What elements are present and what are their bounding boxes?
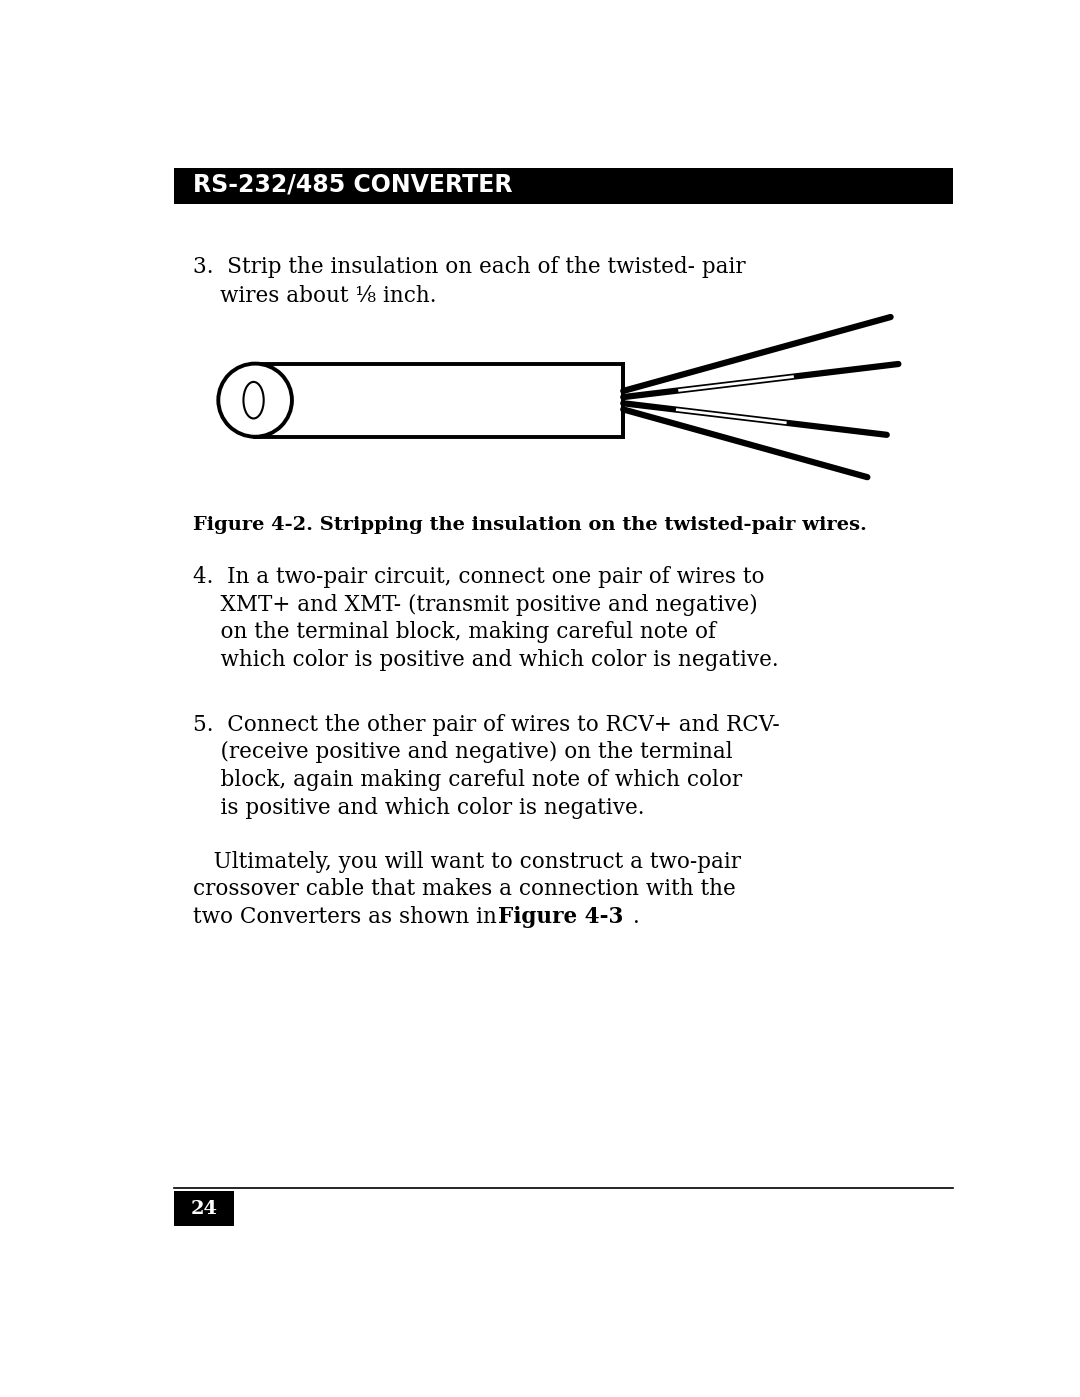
Text: wires about ¹⁄₈ inch.: wires about ¹⁄₈ inch. — [220, 285, 436, 307]
Ellipse shape — [218, 363, 292, 437]
Text: RS-232/485 CONVERTER: RS-232/485 CONVERTER — [193, 173, 513, 197]
Text: is positive and which color is negative.: is positive and which color is negative. — [193, 796, 645, 819]
Text: 4.  In a two-pair circuit, connect one pair of wires to: 4. In a two-pair circuit, connect one pa… — [193, 566, 765, 588]
Ellipse shape — [243, 381, 264, 419]
Text: Figure 4-2. Stripping the insulation on the twisted-pair wires.: Figure 4-2. Stripping the insulation on … — [193, 515, 867, 534]
Bar — [174, 1192, 234, 1227]
Text: 5.  Connect the other pair of wires to RCV+ and RCV-: 5. Connect the other pair of wires to RC… — [193, 714, 780, 736]
Text: 3.  Strip the insulation on each of the twisted- pair: 3. Strip the insulation on each of the t… — [193, 256, 746, 278]
Text: on the terminal block, making careful note of: on the terminal block, making careful no… — [193, 622, 716, 643]
Text: block, again making careful note of which color: block, again making careful note of whic… — [193, 768, 742, 791]
Text: .: . — [633, 907, 639, 928]
Bar — [255, 363, 623, 437]
Text: two Converters as shown in: two Converters as shown in — [193, 907, 504, 928]
Bar — [174, 165, 953, 204]
Text: which color is positive and which color is negative.: which color is positive and which color … — [193, 648, 779, 671]
Text: Figure 4-3: Figure 4-3 — [498, 907, 623, 928]
Text: (receive positive and negative) on the terminal: (receive positive and negative) on the t… — [193, 742, 732, 763]
Text: 24: 24 — [190, 1200, 217, 1218]
Text: crossover cable that makes a connection with the: crossover cable that makes a connection … — [193, 879, 735, 900]
Text: Ultimately, you will want to construct a two-pair: Ultimately, you will want to construct a… — [193, 851, 741, 873]
Text: XMT+ and XMT- (transmit positive and negative): XMT+ and XMT- (transmit positive and neg… — [193, 594, 758, 616]
